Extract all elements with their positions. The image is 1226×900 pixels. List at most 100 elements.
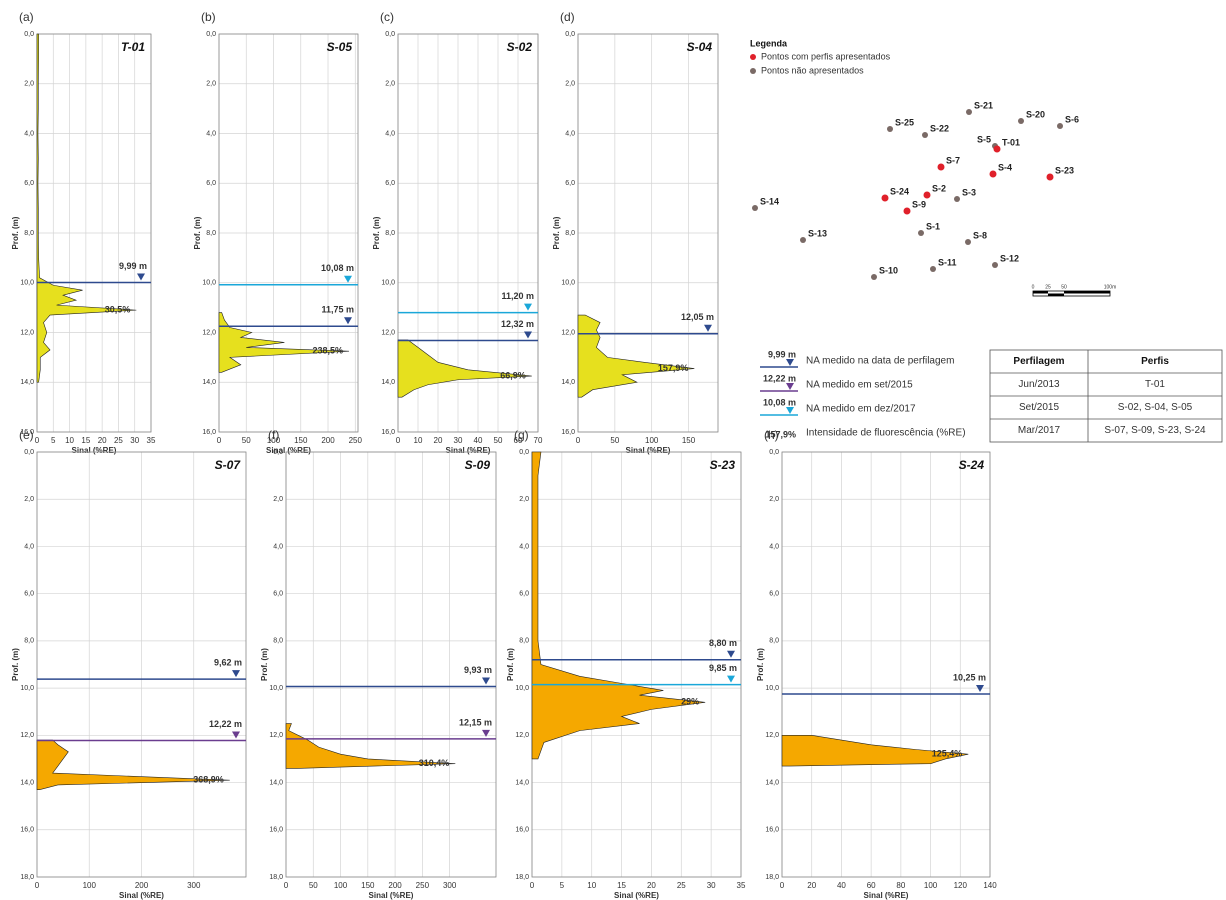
map-point-label: S-2 — [932, 183, 946, 193]
y-axis-label: Prof. (m) — [372, 216, 381, 249]
map-point — [1018, 118, 1024, 124]
y-tick-label: 8,0 — [273, 638, 283, 645]
map-point-label: S-11 — [938, 257, 957, 267]
x-tick-label: 200 — [321, 436, 335, 445]
water-level-label: 9,99 m — [119, 261, 147, 271]
x-tick-label: 0 — [284, 881, 289, 890]
x-tick-label: 30 — [130, 436, 139, 445]
y-tick-label: 0,0 — [519, 449, 529, 456]
y-tick-label: 14,0 — [20, 779, 34, 786]
legend-text: NA medido em set/2015 — [806, 380, 913, 391]
x-tick-label: 15 — [81, 436, 90, 445]
y-tick-label: 6,0 — [519, 591, 529, 598]
table-header: Perfilagem — [1013, 356, 1064, 367]
map-point — [800, 237, 806, 243]
map-point — [937, 163, 945, 171]
x-tick-label: 0 — [217, 436, 222, 445]
table-cell: Set/2015 — [1019, 402, 1059, 413]
legend-sample: 9,99 m — [768, 349, 796, 359]
y-tick-label: 6,0 — [385, 180, 395, 187]
x-tick-label: 0 — [780, 881, 785, 890]
legend-text: Intensidade de fluorescência (%RE) — [806, 428, 966, 439]
x-tick-label: 100 — [334, 881, 348, 890]
plot-frame — [285, 451, 497, 878]
y-tick-label: 16,0 — [202, 429, 216, 436]
x-tick-label: 0 — [396, 436, 401, 445]
scale-label: 25 — [1045, 284, 1051, 290]
y-tick-label: 2,0 — [24, 496, 34, 503]
water-level-label: 10,08 m — [321, 263, 354, 273]
x-tick-label: 0 — [576, 436, 581, 445]
x-tick-label: 50 — [309, 881, 318, 890]
x-tick-label: 50 — [242, 436, 251, 445]
chart-title: S-09 — [465, 458, 491, 472]
profile-area — [285, 723, 456, 769]
x-axis-label: Sinal (%RE) — [864, 891, 909, 900]
scale-bar-seg — [1033, 291, 1048, 294]
x-axis-label: Sinal (%RE) — [72, 446, 117, 455]
chart-title: S-05 — [327, 40, 353, 54]
legend-sample: 157,9% — [765, 429, 796, 439]
x-tick-label: 100 — [83, 881, 97, 890]
x-tick-label: 70 — [534, 436, 543, 445]
water-level-marker — [524, 303, 532, 311]
map-point — [993, 145, 1001, 153]
profile-area — [218, 312, 350, 373]
x-tick-label: 300 — [443, 881, 457, 890]
y-tick-label: 6,0 — [206, 180, 216, 187]
y-tick-label: 0,0 — [385, 31, 395, 38]
map-point — [871, 274, 877, 280]
x-tick-label: 60 — [514, 436, 523, 445]
y-tick-label: 10,0 — [381, 280, 395, 287]
y-tick-label: 8,0 — [206, 230, 216, 237]
y-axis-label: Prof. (m) — [756, 648, 765, 681]
legend-dot — [750, 54, 756, 60]
y-tick-label: 10,0 — [202, 280, 216, 287]
x-tick-label: 50 — [610, 436, 619, 445]
water-level-marker — [704, 324, 712, 332]
map-point — [922, 132, 928, 138]
water-level-marker — [344, 275, 352, 283]
y-tick-label: 14,0 — [269, 779, 283, 786]
map-point — [918, 230, 924, 236]
x-tick-label: 10 — [587, 881, 596, 890]
profile-area — [36, 739, 230, 790]
y-axis-label: Prof. (m) — [193, 216, 202, 249]
x-tick-label: 100 — [267, 436, 281, 445]
peak-label: 29% — [681, 697, 699, 707]
table-cell: Jun/2013 — [1018, 379, 1060, 390]
y-axis-label: Prof. (m) — [552, 216, 561, 249]
y-tick-label: 8,0 — [24, 638, 34, 645]
y-tick-label: 0,0 — [206, 31, 216, 38]
map-legend-title: Legenda — [750, 38, 788, 48]
map-point — [954, 196, 960, 202]
y-tick-label: 6,0 — [769, 591, 779, 598]
water-level-marker — [344, 317, 352, 325]
map-point — [887, 126, 893, 132]
y-tick-label: 2,0 — [24, 81, 34, 88]
y-tick-label: 0,0 — [273, 449, 283, 456]
water-level-marker — [482, 729, 490, 737]
y-tick-label: 4,0 — [769, 543, 779, 550]
y-tick-label: 10,0 — [20, 280, 34, 287]
map-point — [923, 191, 931, 199]
x-tick-label: 25 — [677, 881, 686, 890]
peak-label: 66,9% — [500, 370, 526, 380]
map-point-label: S-6 — [1065, 114, 1079, 124]
x-tick-label: 140 — [983, 881, 997, 890]
y-tick-label: 8,0 — [769, 638, 779, 645]
y-tick-label: 8,0 — [24, 230, 34, 237]
panel-label: (c) — [380, 10, 394, 24]
map-point — [1046, 173, 1054, 181]
map-point-label: S-3 — [962, 187, 976, 197]
chart-title: S-24 — [959, 458, 985, 472]
legend-text: NA medido na data de perfilagem — [806, 356, 954, 367]
map-point-label: S-25 — [895, 117, 914, 127]
y-tick-label: 12,0 — [269, 732, 283, 739]
chart-title: S-23 — [710, 458, 736, 472]
peak-label: 310,4% — [419, 758, 450, 768]
map-point-label: S-13 — [808, 228, 827, 238]
water-level-marker — [976, 685, 984, 693]
plot-frame — [218, 33, 359, 433]
y-tick-label: 10,0 — [765, 685, 779, 692]
